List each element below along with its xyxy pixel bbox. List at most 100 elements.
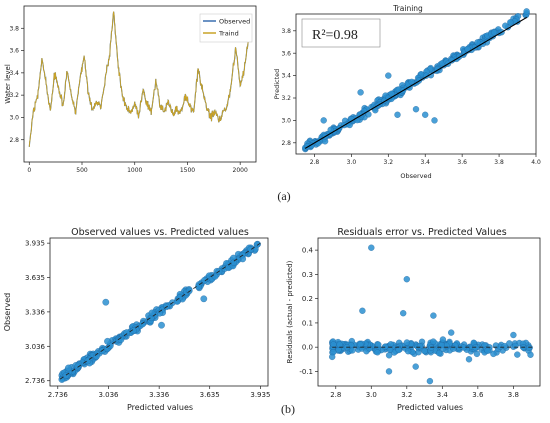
scatter-point xyxy=(123,329,131,336)
y-tick-label: 3.6 xyxy=(9,48,19,55)
residuals-chart: Residuals error vs. Predicted Values 2.8… xyxy=(286,227,541,412)
y-axis-label: Residuals (actual - predicted) xyxy=(286,260,294,363)
residual-point-outlier xyxy=(426,377,434,385)
residual-point-outlier xyxy=(359,307,366,314)
scatter-point xyxy=(129,327,137,335)
plot-frame xyxy=(295,13,537,155)
y-tick-label: 0.3 xyxy=(302,271,313,279)
residual-point-outlier xyxy=(385,368,393,375)
panel-label-a: (a) xyxy=(277,189,290,203)
y-tick-label: 2.8 xyxy=(281,140,291,147)
panel-label-b: (b) xyxy=(281,402,295,416)
y-tick-label: 3.8 xyxy=(9,25,19,32)
residual-point xyxy=(395,346,402,354)
scatter-point xyxy=(185,287,193,295)
y-tick-label: 3.2 xyxy=(281,95,291,102)
scatter-point xyxy=(195,283,202,291)
residual-point xyxy=(450,345,457,352)
scatter-point xyxy=(74,362,82,370)
x-tick-label: 1500 xyxy=(180,167,195,174)
x-tick-label: 3.0 xyxy=(347,159,357,166)
chart-title: Observed values vs. Predicted values xyxy=(71,227,249,238)
y-tick-label: 3.0 xyxy=(281,118,291,125)
scatter-point xyxy=(507,19,514,26)
scatter-point xyxy=(523,8,530,15)
residual-point-outlier xyxy=(448,329,455,336)
x-tick-label: 2.8 xyxy=(330,391,341,399)
residual-point xyxy=(382,343,389,350)
legend-label-traind: Traind xyxy=(218,30,239,38)
residual-point xyxy=(436,349,443,357)
residual-point xyxy=(501,342,508,350)
x-tick-label: 3.036 xyxy=(98,391,119,399)
x-axis-label: Predicted values xyxy=(397,403,463,412)
y-tick-label: 0.4 xyxy=(302,247,314,255)
legend: Observed Traind xyxy=(199,13,253,43)
x-tick-label: 3.2 xyxy=(401,391,412,399)
y-tick-label: 3.4 xyxy=(9,70,19,77)
x-tick-label: 3.0 xyxy=(366,391,377,399)
residual-point-outlier xyxy=(403,276,410,283)
x-tick-label: 3.4 xyxy=(420,159,430,166)
residual-point xyxy=(484,347,491,354)
scatter-point xyxy=(173,298,181,305)
y-tick-label: 3.0 xyxy=(9,115,19,122)
scatter-point-outlier xyxy=(394,111,401,118)
scatter-point xyxy=(117,336,125,343)
scatter-point xyxy=(201,276,208,284)
residual-point-outlier xyxy=(368,244,375,251)
x-tick-label: 2.8 xyxy=(310,159,320,166)
residual-point xyxy=(336,341,343,348)
scatter-point xyxy=(502,22,509,29)
training-scatter-chart: Training 2.8 3.0 3.2 3.4 3.6 3.8 4.0 2.8 3.0 3.2 3… xyxy=(273,4,541,180)
residual-point xyxy=(416,343,424,350)
residual-point-outlier xyxy=(329,353,336,361)
x-tick-label: 2.736 xyxy=(48,391,69,399)
x-tick-label: 2000 xyxy=(233,167,248,174)
residual-point xyxy=(430,338,437,345)
y-tick-label: 3.2 xyxy=(9,92,19,99)
y-tick-label: 0.2 xyxy=(302,295,313,303)
scatter-point xyxy=(474,39,481,46)
residual-point xyxy=(385,352,393,359)
residual-point-outlier xyxy=(400,310,407,317)
residual-point-outlier xyxy=(412,363,419,370)
x-tick-label: 4.0 xyxy=(531,159,541,166)
x-tick-label: 3.635 xyxy=(200,391,220,399)
residual-point xyxy=(525,344,533,351)
x-tick-label: 1000 xyxy=(127,167,142,174)
scatter-point-outlier xyxy=(431,117,438,124)
y-tick-label: 3.6 xyxy=(281,50,291,57)
y-axis-label: Water level xyxy=(4,64,12,104)
observed-vs-predicted-chart: Observed values vs. Predicted values 2.7… xyxy=(3,227,270,412)
residual-point xyxy=(514,351,521,358)
y-tick-label: 3.8 xyxy=(281,28,291,35)
residual-point-outlier xyxy=(465,356,473,363)
y-axis-label: Observed xyxy=(3,293,12,332)
residual-point xyxy=(527,351,534,358)
fit-line xyxy=(59,242,261,380)
x-tick-label: 3.2 xyxy=(384,159,394,166)
y-tick-label: 2.8 xyxy=(9,137,19,144)
series-line-traind xyxy=(28,11,250,147)
y-tick-label: 0.0 xyxy=(302,344,313,352)
residual-point xyxy=(404,348,412,355)
scatter-point xyxy=(247,246,254,253)
y-tick-label: 3.036 xyxy=(25,343,46,351)
residual-point xyxy=(438,341,445,349)
y-tick-label: -0.1 xyxy=(299,368,313,376)
scatter-point-outlier xyxy=(412,106,420,113)
scatter-point-outlier xyxy=(158,321,165,329)
water-level-chart: 0 500 1000 1500 2000 2.8 3.0 3.2 3.4 3.6 3.8 Water… xyxy=(4,5,257,174)
x-tick-label: 3.336 xyxy=(149,391,170,399)
scatter-point-outlier xyxy=(320,117,327,124)
scatter-point-outlier xyxy=(385,72,392,79)
scatter-point xyxy=(139,320,146,328)
scatter-point xyxy=(65,364,72,372)
x-tick-label: 3.8 xyxy=(508,391,519,399)
residual-point xyxy=(330,341,337,348)
x-axis-label: Observed xyxy=(400,172,431,180)
y-tick-label: 3.935 xyxy=(25,240,45,248)
